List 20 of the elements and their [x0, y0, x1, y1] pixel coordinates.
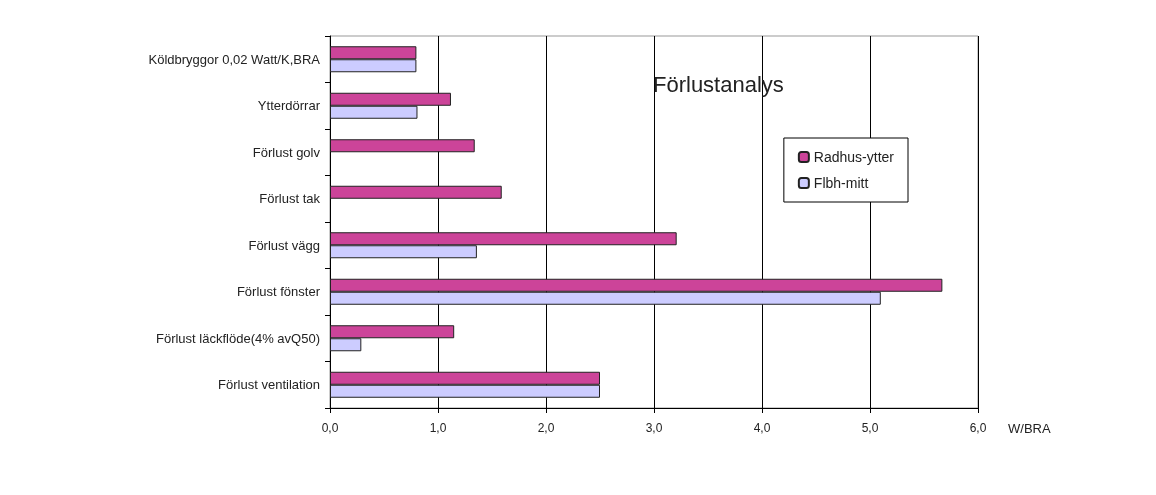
- x-tick-label: 5,0: [861, 421, 879, 435]
- legend-label: Flbh-mitt: [813, 175, 869, 191]
- y-tick-label: Förlust fönster: [236, 284, 321, 300]
- x-tick-label: 2,0: [537, 421, 555, 435]
- y-tick-label: Förlust tak: [259, 191, 321, 207]
- y-tick-label: Förlust läckflöde(4% avQ50): [155, 330, 320, 346]
- y-tick-label: Förlust vägg: [248, 237, 320, 253]
- x-tick-label: 3,0: [645, 421, 663, 435]
- bar: [330, 185, 502, 199]
- y-tick-label: Ytterdörrar: [257, 98, 321, 114]
- legend-label: Radhus-ytter: [813, 149, 895, 165]
- y-tick-label: Köldbryggor 0,02 Watt/K,BRA: [148, 51, 321, 67]
- x-axis-title: W/BRA: [1008, 421, 1051, 436]
- y-tick-label: Förlust golv: [252, 144, 321, 160]
- x-tick-label: 6,0: [969, 421, 987, 435]
- x-tick-label: 1,0: [429, 421, 447, 435]
- y-tick-label: Förlust ventilation: [218, 377, 320, 393]
- x-tick-label: 4,0: [753, 421, 771, 435]
- x-tick-label: 0,0: [321, 421, 339, 435]
- bar: [330, 139, 475, 153]
